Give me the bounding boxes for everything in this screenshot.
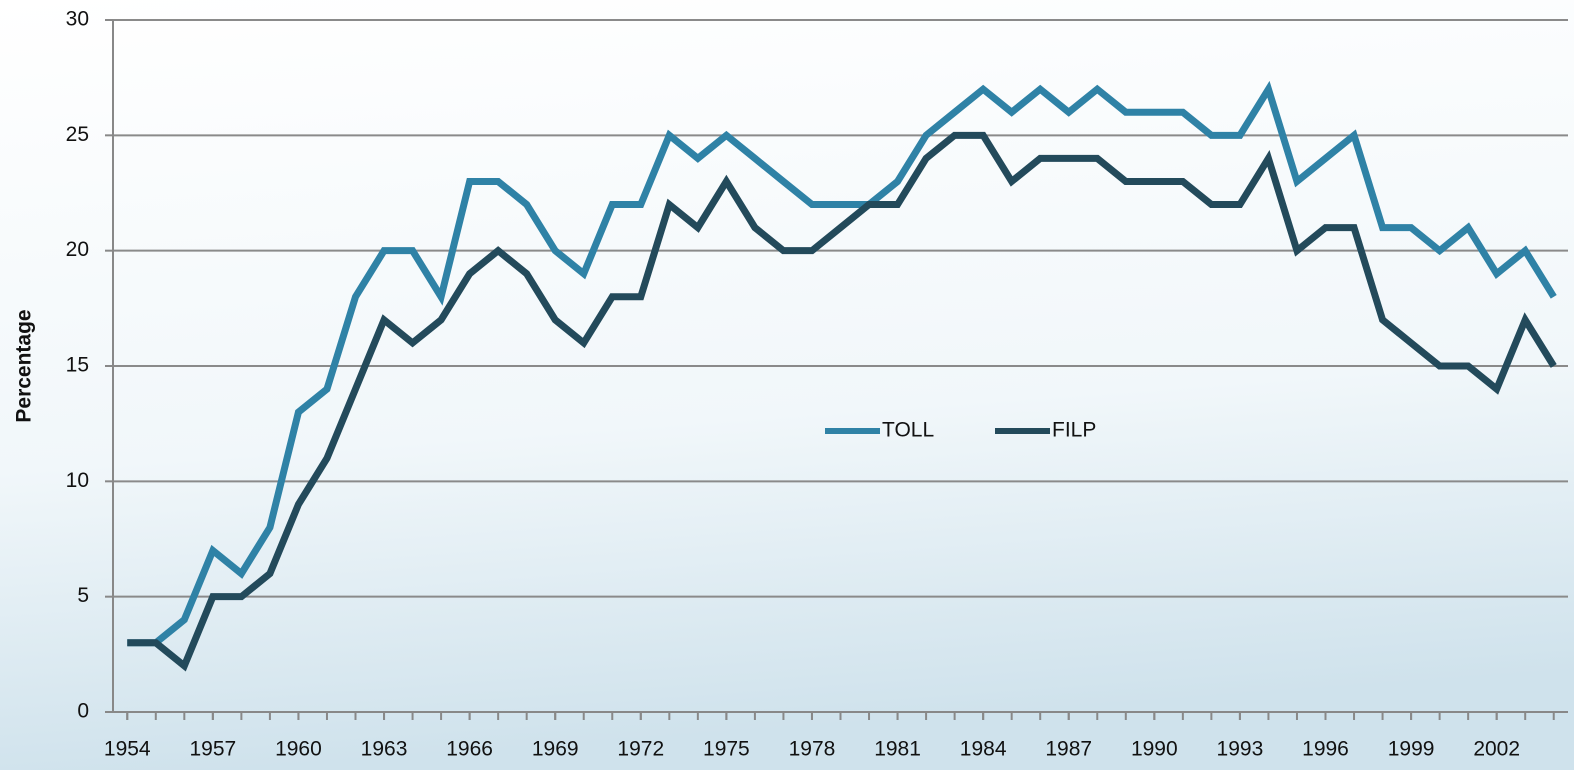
x-tick-label: 1978 (789, 738, 836, 761)
x-tick-label: 1999 (1388, 738, 1435, 761)
y-tick-label: 30 (66, 8, 89, 31)
y-tick-label: 20 (66, 238, 89, 261)
x-tick-label: 1954 (104, 738, 151, 761)
y-tick-label: 15 (66, 354, 89, 377)
y-tick-label: 25 (66, 123, 89, 146)
x-tick-label: 1969 (532, 738, 579, 761)
x-tick-label: 1981 (874, 738, 921, 761)
x-tick-label: 1975 (703, 738, 750, 761)
legend-label: TOLL (882, 419, 934, 442)
x-tick-label: 1993 (1217, 738, 1264, 761)
x-tick-label: 1984 (960, 738, 1007, 761)
x-tick-label: 2002 (1473, 738, 1520, 761)
x-tick-label: 1972 (617, 738, 664, 761)
x-tick-label: 1957 (189, 738, 236, 761)
x-tick-label: 1990 (1131, 738, 1178, 761)
x-tick-label: 1963 (361, 738, 408, 761)
x-tick-label: 1966 (446, 738, 493, 761)
y-tick-label: 5 (77, 584, 89, 607)
series-line (127, 80, 1557, 647)
x-tick-label: 1960 (275, 738, 322, 761)
x-tick-label: 1987 (1045, 738, 1092, 761)
series-line (127, 131, 1557, 672)
y-tick-label: 0 (77, 700, 89, 723)
legend-label: FILP (1052, 419, 1096, 442)
x-tick-label: 1996 (1302, 738, 1349, 761)
y-axis-label: Percentage (13, 309, 36, 422)
y-tick-label: 10 (66, 469, 89, 492)
